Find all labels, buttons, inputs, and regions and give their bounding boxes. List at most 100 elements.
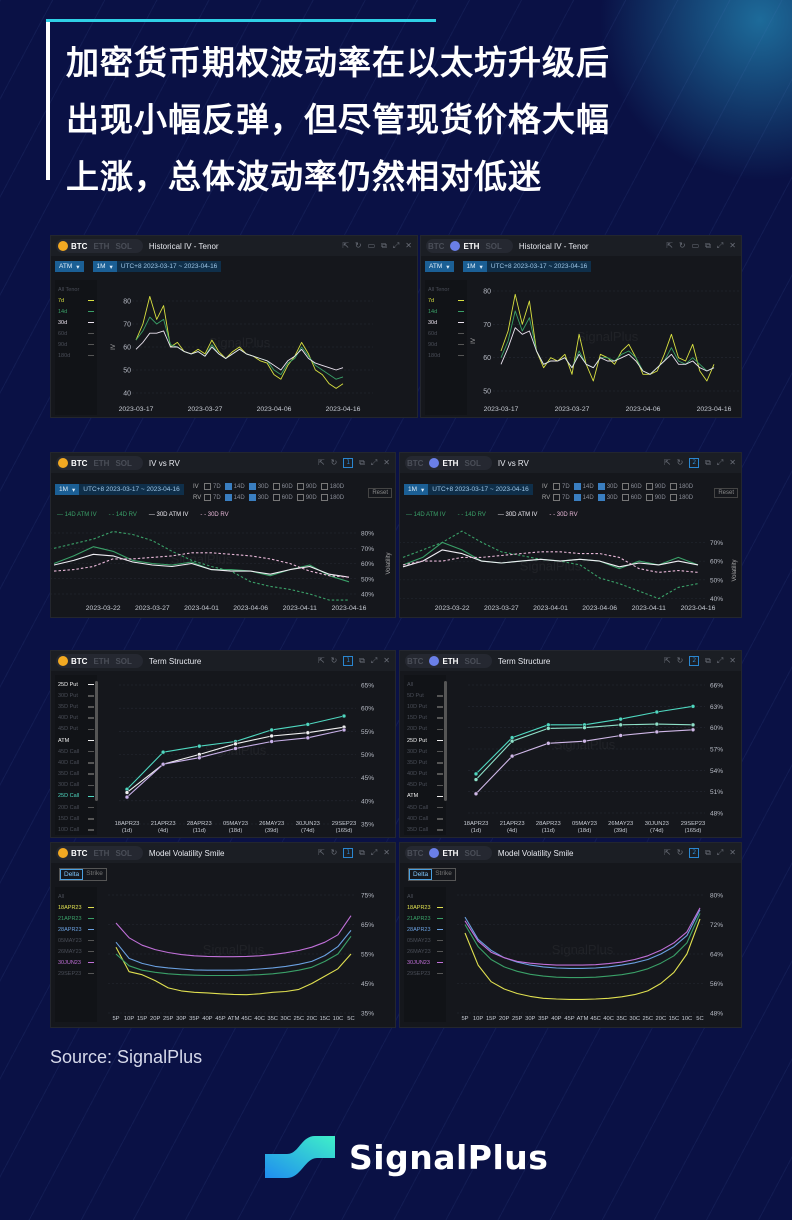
- close-icon[interactable]: ✕: [383, 656, 390, 665]
- coin-tab-eth[interactable]: ETH: [442, 458, 459, 468]
- export-icon[interactable]: ⇱: [342, 241, 349, 250]
- coin-tab-btc[interactable]: BTC: [428, 241, 445, 251]
- toggle-delta[interactable]: Delta: [60, 869, 84, 880]
- toggle-delta[interactable]: Delta: [409, 869, 433, 880]
- refresh-icon[interactable]: ↻: [676, 458, 684, 467]
- expand-icon[interactable]: ⤢: [716, 241, 724, 250]
- window-number-badge[interactable]: 1: [343, 458, 354, 468]
- duplicate-icon[interactable]: ⧉: [705, 656, 711, 665]
- sidebar-item[interactable]: 26MAY23: [404, 946, 446, 957]
- duplicate-icon[interactable]: ⧉: [359, 656, 365, 665]
- coin-tab-eth[interactable]: ETH: [93, 848, 110, 858]
- sidebar-item[interactable]: 30JUN23: [404, 957, 446, 968]
- coin-tab-btc[interactable]: BTC: [71, 458, 88, 468]
- checkbox[interactable]: [573, 483, 581, 490]
- dropdown-1m[interactable]: 1M ▾: [55, 484, 80, 495]
- sidebar-item[interactable]: 25D Put: [55, 679, 97, 690]
- coin-tab-sol[interactable]: SOL: [464, 656, 481, 666]
- expand-icon[interactable]: ⤢: [370, 656, 378, 665]
- iv-checkbox-7d[interactable]: 7D: [553, 483, 570, 490]
- iv-checkbox-30d[interactable]: 30D: [597, 483, 618, 490]
- checkbox[interactable]: [224, 483, 232, 490]
- sidebar-item[interactable]: 45D Call: [404, 802, 446, 813]
- iv-checkbox-180d[interactable]: 180D: [320, 483, 344, 490]
- export-icon[interactable]: ⇱: [317, 848, 325, 857]
- sidebar-item[interactable]: 35D Call: [55, 769, 97, 780]
- rv-checkbox-180d[interactable]: 180D: [669, 494, 693, 501]
- sidebar-item[interactable]: 20D Call: [55, 802, 97, 813]
- sidebar-item[interactable]: 28APR23: [55, 924, 97, 935]
- sidebar-item[interactable]: 18APR23: [404, 902, 446, 913]
- sidebar-item[interactable]: 90d: [55, 339, 97, 350]
- iv-checkbox-30d[interactable]: 30D: [248, 483, 269, 490]
- legend-item[interactable]: - - 30D RV: [200, 512, 228, 518]
- coin-tab-sol[interactable]: SOL: [115, 848, 132, 858]
- checkbox[interactable]: [272, 494, 280, 501]
- checkbox[interactable]: [573, 494, 581, 501]
- checkbox[interactable]: [553, 494, 560, 501]
- duplicate-icon[interactable]: ⧉: [705, 848, 711, 857]
- toggle-strike[interactable]: Strike: [435, 870, 452, 877]
- sidebar-item[interactable]: 7d: [425, 295, 467, 306]
- window-number-badge[interactable]: 2: [689, 458, 700, 468]
- coin-tab-eth[interactable]: ETH: [93, 241, 110, 251]
- sidebar-item[interactable]: 45D Call: [55, 746, 97, 757]
- dropdown-1m[interactable]: 1M ▾: [462, 261, 487, 272]
- refresh-icon[interactable]: ↻: [678, 241, 686, 250]
- sidebar-item[interactable]: All: [404, 891, 446, 902]
- sidebar-item[interactable]: 26MAY23: [55, 946, 97, 957]
- export-icon[interactable]: ⇱: [663, 458, 671, 467]
- refresh-icon[interactable]: ↻: [330, 458, 338, 467]
- coin-tab-sol[interactable]: SOL: [115, 458, 132, 468]
- export-icon[interactable]: ⇱: [663, 848, 671, 857]
- legend-item[interactable]: - - 30D RV: [549, 512, 577, 518]
- checkbox[interactable]: [645, 494, 653, 501]
- legend-item[interactable]: - - 14D RV: [458, 512, 486, 518]
- rv-checkbox-60d[interactable]: 60D: [272, 494, 293, 501]
- coin-tab-btc[interactable]: BTC: [407, 458, 424, 468]
- duplicate-icon[interactable]: ⧉: [705, 241, 711, 250]
- sidebar-item[interactable]: 40D Call: [55, 757, 97, 768]
- sidebar-item[interactable]: 45D Put: [404, 780, 446, 791]
- sidebar-item[interactable]: 20D Put: [404, 724, 446, 735]
- checkbox[interactable]: [320, 483, 328, 490]
- coin-tab-sol[interactable]: SOL: [115, 241, 132, 251]
- close-icon[interactable]: ✕: [729, 241, 736, 250]
- refresh-icon[interactable]: ↻: [354, 241, 362, 250]
- coin-tab-eth[interactable]: ETH: [463, 241, 480, 251]
- checkbox[interactable]: [553, 483, 560, 490]
- checkbox[interactable]: [597, 483, 605, 490]
- reset-button[interactable]: Reset: [368, 488, 392, 498]
- rv-checkbox-90d[interactable]: 90D: [296, 494, 317, 501]
- coin-tab-btc[interactable]: BTC: [71, 241, 88, 251]
- export-icon[interactable]: ⇱: [317, 458, 325, 467]
- sidebar-item[interactable]: 35D Call: [404, 824, 446, 835]
- sidebar-item[interactable]: 05MAY23: [404, 935, 446, 946]
- sidebar-item[interactable]: 40D Put: [55, 713, 97, 724]
- export-icon[interactable]: ⇱: [663, 656, 671, 665]
- sidebar-item[interactable]: 40D Call: [404, 813, 446, 824]
- expand-icon[interactable]: ⤢: [370, 848, 378, 857]
- window-number-badge[interactable]: 2: [689, 848, 700, 858]
- sidebar-item[interactable]: 28APR23: [404, 924, 446, 935]
- export-icon[interactable]: ⇱: [317, 656, 325, 665]
- coin-tab-btc[interactable]: BTC: [407, 848, 424, 858]
- coin-tab-sol[interactable]: SOL: [464, 458, 481, 468]
- legend-item[interactable]: — 14D ATM IV: [57, 512, 97, 518]
- checkbox[interactable]: [621, 494, 629, 501]
- sidebar-item[interactable]: All: [404, 679, 446, 690]
- iv-checkbox-60d[interactable]: 60D: [272, 483, 293, 490]
- sidebar-item[interactable]: 180d: [55, 350, 97, 361]
- checkbox[interactable]: [204, 494, 211, 501]
- close-icon[interactable]: ✕: [383, 848, 390, 857]
- checkbox[interactable]: [669, 494, 677, 501]
- checkbox[interactable]: [248, 483, 256, 490]
- close-icon[interactable]: ✕: [729, 848, 736, 857]
- duplicate-icon[interactable]: ⧉: [359, 458, 365, 467]
- coin-tab-sol[interactable]: SOL: [464, 848, 481, 858]
- legend-item[interactable]: - - 14D RV: [109, 512, 137, 518]
- sidebar-scrollbar[interactable]: [95, 681, 98, 801]
- sidebar-scrollbar[interactable]: [444, 681, 447, 801]
- dropdown-1m[interactable]: 1M ▾: [404, 484, 429, 495]
- sidebar-item[interactable]: ATM: [404, 791, 446, 802]
